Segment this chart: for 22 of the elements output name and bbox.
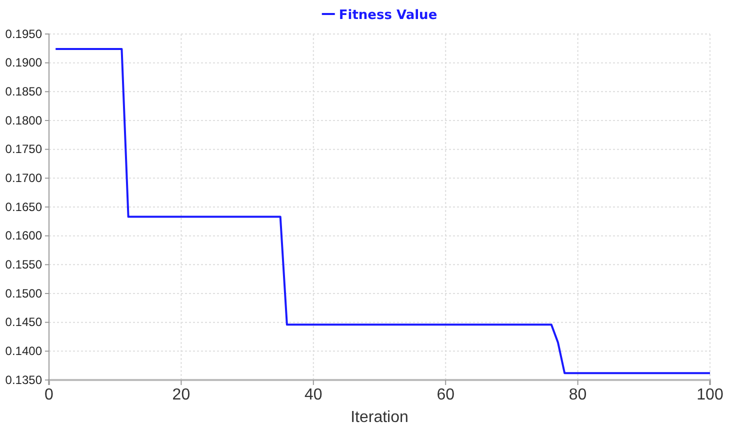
y-tick-label: 0.1650 (5, 200, 42, 214)
y-tick-label: 0.1950 (5, 26, 42, 41)
x-tick-label: 40 (304, 386, 322, 404)
x-tick-label: 0 (44, 386, 54, 404)
y-tick-label: 0.1500 (5, 286, 42, 300)
y-tick-label: 0.1450 (5, 315, 42, 330)
y-tick-label: 0.1400 (5, 344, 42, 358)
x-tick-label: 20 (172, 386, 190, 404)
line-series (54, 48, 711, 374)
legend-label: Fitness Value (338, 8, 438, 23)
y-tick-label: 0.1600 (5, 228, 42, 243)
y-tick-label: 0.1800 (5, 113, 42, 128)
x-tick-label: 80 (568, 386, 587, 404)
y-tick-label: 0.1750 (5, 142, 42, 156)
y-tick-label: 0.1550 (5, 258, 42, 272)
y-tick-label: 0.1350 (5, 372, 42, 387)
y-tick-label: 0.1850 (5, 84, 42, 99)
y-tick-label: 0.1900 (5, 56, 42, 70)
x-tick-label: 60 (436, 386, 455, 404)
y-tick-label: 0.1700 (5, 171, 42, 186)
x-tick-label: 100 (696, 386, 724, 404)
x-axis-title: Iteration (350, 409, 408, 426)
